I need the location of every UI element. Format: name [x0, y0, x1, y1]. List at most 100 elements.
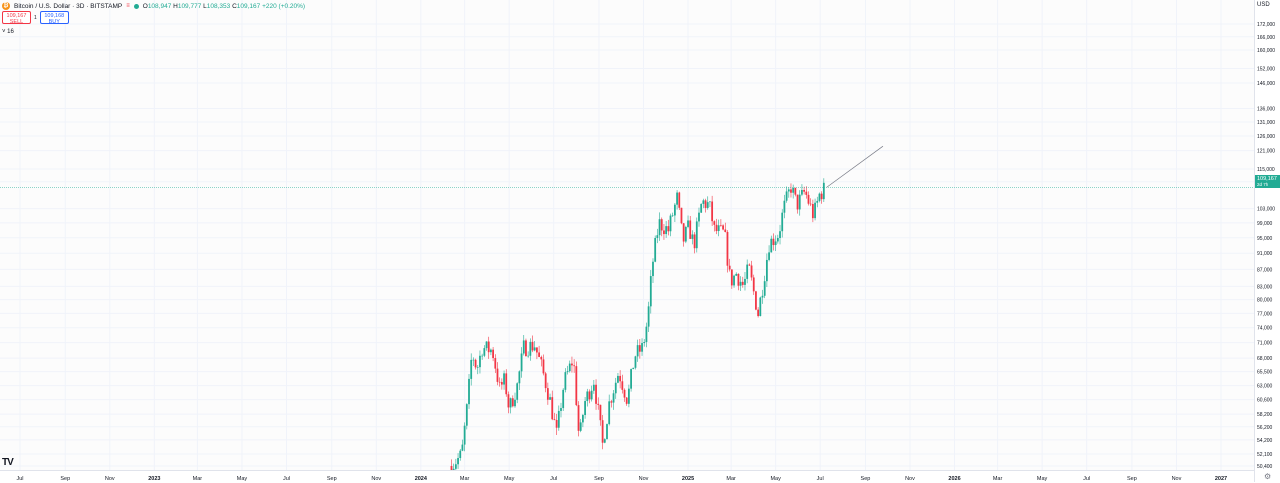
candles	[450, 178, 825, 470]
candle-body	[820, 193, 823, 200]
time-axis[interactable]: Jul Sep Nov 2023 Mar May Jul Sep Nov 2024 Mar May Ju…	[0, 470, 1254, 483]
close-value: 109,167	[236, 2, 261, 10]
candle-body	[603, 439, 606, 443]
candle-body	[796, 194, 799, 210]
indicators-toggle[interactable]: ˅ 16	[2, 29, 14, 35]
chart-plot-area[interactable]	[0, 0, 1254, 470]
candle-body	[496, 368, 499, 382]
candle-body	[586, 391, 589, 402]
sell-button[interactable]: 109,167 SELL	[2, 11, 31, 25]
candle-body	[503, 373, 505, 385]
candle-body	[476, 367, 479, 368]
candle-body	[715, 224, 718, 232]
candle-body	[457, 457, 459, 465]
ohlc-values: O108,947 H109,777 L108,353 C109,167 +220…	[143, 3, 305, 10]
candle-body	[538, 352, 540, 357]
candle-body	[500, 382, 503, 385]
currency-label[interactable]: USD	[1257, 2, 1270, 8]
last-price-badge: 109,167 2d 7h	[1255, 175, 1280, 188]
candle-body	[809, 203, 812, 205]
candle-body	[542, 359, 545, 374]
candle-body	[627, 388, 630, 404]
candle-body	[654, 238, 657, 262]
candle-body	[711, 201, 714, 222]
price-axis[interactable]: 50,400 52,100 54,200 56,200 58,200 60,600 63,0…	[1254, 0, 1280, 482]
candle-body	[801, 189, 803, 195]
candle-body	[492, 349, 494, 359]
candle-body	[487, 341, 490, 353]
candle-body	[761, 295, 764, 298]
candle-body	[592, 384, 595, 391]
time-tick-label: Mar	[193, 476, 203, 482]
time-tick-label: 2027	[1215, 476, 1227, 482]
candle-body	[636, 345, 639, 357]
candle-body	[792, 187, 795, 193]
candle-body	[803, 189, 806, 192]
high-value: 109,777	[177, 2, 202, 10]
candle-body	[468, 378, 470, 405]
candle-body	[678, 192, 681, 208]
candle-body	[632, 367, 635, 370]
candle-body	[816, 200, 819, 203]
candle-body	[822, 182, 825, 200]
trade-buttons: 109,167 SELL 1 109,168 BUY	[2, 11, 69, 25]
price-tick-label: 65,500	[1257, 370, 1273, 376]
candle-body	[755, 291, 757, 310]
price-tick-label: 58,200	[1257, 412, 1273, 418]
legend-header: ₿ Bitcoin / U.S. Dollar · 3D · BITSTAMP …	[2, 1, 305, 11]
price-tick-label: 74,000	[1257, 326, 1273, 332]
time-tick-label: Sep	[594, 476, 604, 482]
price-tick-label: 136,000	[1257, 107, 1275, 113]
candle-body	[739, 281, 742, 286]
candle-body	[625, 397, 628, 404]
time-tick-label: Mar	[993, 476, 1003, 482]
bar-countdown: 2d 7h	[1257, 182, 1269, 187]
sell-label: SELL	[9, 19, 24, 25]
candle-body	[765, 259, 768, 282]
candle-body	[483, 348, 486, 356]
candle-body	[617, 375, 619, 383]
candle-body	[759, 297, 762, 317]
candle-body	[652, 261, 654, 277]
candle-body	[790, 189, 792, 193]
candle-body	[663, 230, 665, 235]
price-tick-label: 52,100	[1257, 452, 1273, 458]
candle-body	[546, 388, 549, 400]
candle-body	[807, 194, 810, 204]
market-flag-icon[interactable]: ≡	[126, 3, 130, 9]
settings-gear-icon[interactable]: ⚙	[1264, 472, 1272, 481]
candle-body	[645, 326, 648, 342]
candle-body	[695, 221, 698, 249]
candle-body	[638, 345, 641, 352]
candle-body	[544, 373, 547, 389]
candle-body	[479, 355, 481, 368]
time-tick-label: May	[504, 476, 515, 482]
close-label: C	[232, 2, 237, 10]
price-tick-label: 160,000	[1257, 48, 1275, 54]
candle-body	[511, 398, 514, 407]
price-tick-label: 71,000	[1257, 341, 1273, 347]
price-tick-label: 63,000	[1257, 384, 1273, 390]
time-tick-label: May	[237, 476, 248, 482]
candle-body	[744, 278, 746, 285]
candle-body	[763, 281, 766, 296]
candle-body	[621, 381, 624, 390]
buy-button[interactable]: 109,168 BUY	[39, 11, 69, 25]
time-tick-label: Jul	[550, 476, 557, 482]
high-label: H	[173, 2, 178, 10]
candle-body	[770, 238, 773, 253]
price-tick-label: 80,000	[1257, 298, 1273, 304]
price-tick-label: 115,000	[1257, 167, 1275, 173]
symbol-title[interactable]: Bitcoin / U.S. Dollar · 3D · BITSTAMP	[14, 2, 123, 10]
time-tick-label: 2024	[415, 476, 428, 482]
candle-body	[481, 355, 484, 357]
time-tick-label: May	[1037, 476, 1048, 482]
time-tick-label: Jul	[1083, 476, 1090, 482]
tradingview-logo-icon[interactable]: TV	[2, 457, 14, 468]
candle-body	[614, 382, 617, 394]
candle-body	[737, 273, 740, 286]
candlestick-chart[interactable]	[0, 0, 1254, 470]
candle-body	[533, 347, 536, 351]
candle-body	[590, 390, 593, 400]
candle-body	[527, 355, 530, 357]
